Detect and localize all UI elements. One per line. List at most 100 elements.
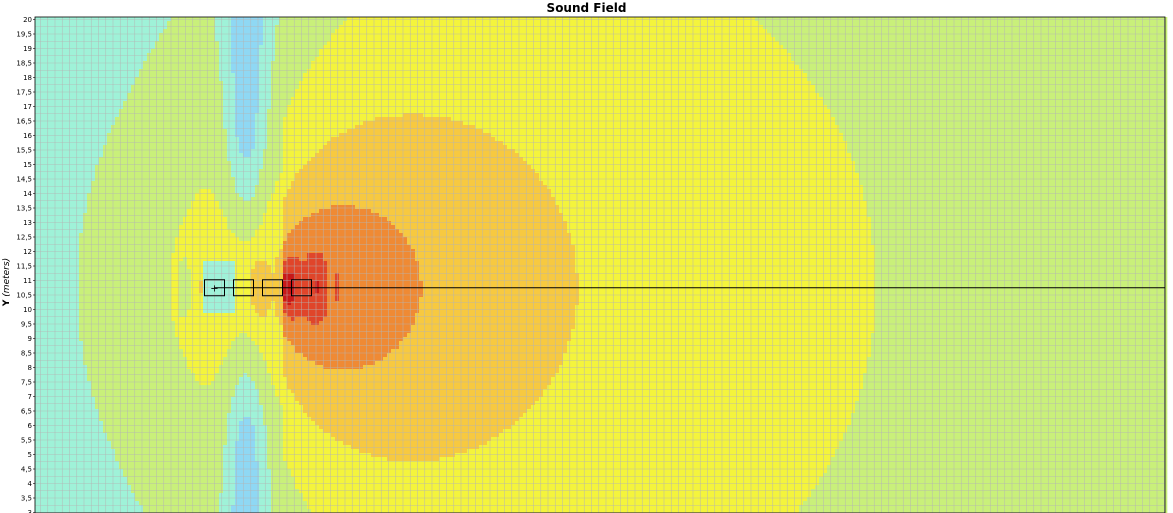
heatmap-cell: [639, 25, 644, 30]
heatmap-cell: [339, 65, 344, 70]
heatmap-cell: [439, 41, 444, 46]
heatmap-cell: [51, 81, 56, 86]
heatmap-cell: [743, 73, 748, 78]
heatmap-cell: [619, 29, 624, 34]
heatmap-cell: [431, 53, 436, 58]
heatmap-cell: [911, 25, 916, 30]
heatmap-cell: [707, 49, 712, 54]
heatmap-cell: [551, 25, 556, 30]
heatmap-cell: [375, 37, 380, 42]
heatmap-cell: [1103, 77, 1108, 82]
heatmap-cell: [659, 37, 664, 42]
heatmap-cell: [547, 45, 552, 50]
heatmap-cell: [1135, 77, 1140, 82]
heatmap-cell: [391, 33, 396, 38]
heatmap-cell: [1067, 41, 1072, 46]
heatmap-cell: [427, 65, 432, 70]
heatmap-cell: [527, 53, 532, 58]
heatmap-cell: [631, 81, 636, 86]
heatmap-cell: [815, 77, 820, 82]
heatmap-cell: [419, 49, 424, 54]
heatmap-cell: [883, 77, 888, 82]
heatmap-cell: [983, 81, 988, 86]
heatmap-cell: [983, 17, 988, 22]
heatmap-cell: [287, 41, 292, 46]
heatmap-cell: [43, 45, 48, 50]
heatmap-cell: [231, 33, 236, 38]
heatmap-cell: [371, 45, 376, 50]
heatmap-cell: [1147, 37, 1152, 42]
heatmap-cell: [523, 77, 528, 82]
heatmap-cell: [271, 69, 276, 74]
heatmap-cell: [879, 37, 884, 42]
heatmap-cell: [331, 81, 336, 86]
heatmap-cell: [67, 53, 72, 58]
heatmap-cell: [279, 25, 284, 30]
heatmap-cell: [931, 65, 936, 70]
heatmap-cell: [635, 85, 640, 90]
heatmap-cell: [719, 21, 724, 26]
heatmap-cell: [483, 25, 488, 30]
heatmap-cell: [187, 77, 192, 82]
heatmap-cell: [483, 53, 488, 58]
heatmap-cell: [1043, 53, 1048, 58]
heatmap-cell: [1043, 81, 1048, 86]
heatmap-cell: [1035, 65, 1040, 70]
heatmap-cell: [675, 69, 680, 74]
heatmap-cell: [1035, 33, 1040, 38]
heatmap-cell: [999, 57, 1004, 62]
heatmap-cell: [419, 65, 424, 70]
heatmap-cell: [67, 73, 72, 78]
heatmap-cell: [391, 49, 396, 54]
heatmap-cell: [979, 17, 984, 22]
heatmap-cell: [995, 37, 1000, 42]
heatmap-cell: [439, 49, 444, 54]
heatmap-cell: [503, 57, 508, 62]
heatmap-cell: [683, 25, 688, 30]
heatmap-cell: [919, 53, 924, 58]
heatmap-cell: [195, 33, 200, 38]
heatmap-cell: [935, 81, 940, 86]
heatmap-cell: [967, 73, 972, 78]
heatmap-cell: [463, 73, 468, 78]
heatmap-cell: [299, 45, 304, 50]
heatmap-cell: [783, 65, 788, 70]
heatmap-cell: [927, 21, 932, 26]
heatmap-cell: [451, 29, 456, 34]
heatmap-cell: [815, 29, 820, 34]
heatmap-cell: [883, 57, 888, 62]
heatmap-cell: [51, 57, 56, 62]
heatmap-cell: [711, 65, 716, 70]
heatmap-cell: [607, 53, 612, 58]
heatmap-cell: [831, 77, 836, 82]
heatmap-cell: [1111, 73, 1116, 78]
heatmap-cell: [815, 65, 820, 70]
heatmap-cell: [1067, 57, 1072, 62]
heatmap-cell: [811, 57, 816, 62]
heatmap-cell: [327, 17, 332, 22]
heatmap-cell: [851, 17, 856, 22]
heatmap-cell: [835, 45, 840, 50]
heatmap-cell: [1147, 45, 1152, 50]
heatmap-cell: [475, 37, 480, 42]
heatmap-cell: [951, 69, 956, 74]
heatmap-cell: [179, 17, 184, 22]
heatmap-cell: [83, 73, 88, 78]
heatmap-cell: [447, 49, 452, 54]
heatmap-cell: [55, 45, 60, 50]
heatmap-cell: [919, 29, 924, 34]
heatmap-cell: [503, 85, 508, 90]
heatmap-cell: [1103, 81, 1108, 86]
heatmap-cell: [739, 53, 744, 58]
heatmap-cell: [663, 37, 668, 42]
heatmap-cell: [567, 57, 572, 62]
heatmap-cell: [291, 81, 296, 86]
heatmap-cell: [479, 57, 484, 62]
heatmap-cell: [115, 37, 120, 42]
heatmap-cell: [931, 49, 936, 54]
heatmap-cell: [115, 85, 120, 90]
heatmap-cell: [687, 25, 692, 30]
heatmap-cell: [507, 37, 512, 42]
heatmap-cell: [187, 49, 192, 54]
heatmap-cell: [439, 73, 444, 78]
